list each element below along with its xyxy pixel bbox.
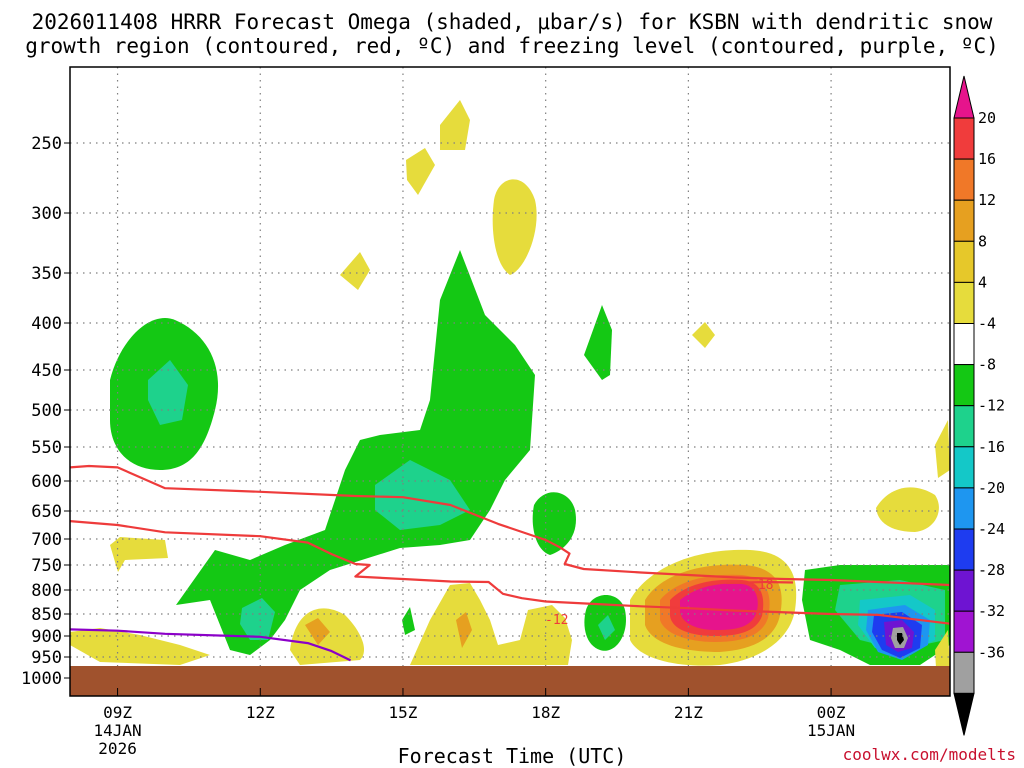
colorbar-bin-4 [953, 281, 975, 324]
colorbar-label-3: 8 [978, 232, 987, 250]
x-tick-label-18Z: 18Z [531, 703, 560, 722]
colorbar-bin-0 [953, 117, 975, 160]
omega-region-pos4-k [876, 487, 939, 532]
colorbar-bin-13 [953, 651, 975, 694]
y-tick-label-550: 550 [31, 438, 62, 458]
y-tick-label-300: 300 [31, 204, 62, 224]
omega-region-pos4-b [406, 148, 435, 195]
colorbar-bin-10 [953, 528, 975, 571]
y-tick-label-1000: 1000 [21, 669, 62, 689]
contour-purple-0-3 [69, 628, 352, 662]
colorbar-label-0: 20 [978, 109, 996, 127]
colorbar-label-7: -12 [978, 397, 1005, 415]
x-tick-label-15Z: 15Z [389, 703, 418, 722]
colorbar-label-11: -28 [978, 561, 1005, 579]
colorbar-label-13: -36 [978, 643, 1005, 661]
x-tick-date-15JAN: 15JAN [807, 721, 855, 740]
omega-region-pos4-h [290, 608, 365, 665]
x-tick-label-00Z: 00Z [817, 703, 846, 722]
omega-region-pos4-i [410, 583, 572, 665]
shaded-omega-field [70, 100, 950, 668]
colorbar-bin-12 [953, 610, 975, 653]
colorbar-label-12: -32 [978, 602, 1005, 620]
colorbar-label-2: 12 [978, 191, 996, 209]
colorbar-bin-9 [953, 487, 975, 530]
y-tick-label-900: 900 [31, 627, 62, 647]
omega-region-neg12-a [148, 360, 188, 425]
y-tick-label-450: 450 [31, 361, 62, 381]
colorbar-bin-1 [953, 158, 975, 201]
chart-title-line-1: 2026011408 HRRR Forecast Omega (shaded, … [31, 10, 993, 34]
contour-label-neg12: -12 [545, 613, 568, 628]
omega-region-pos4-a [440, 100, 470, 150]
omega-region-neg12-d [598, 615, 615, 640]
colorbar-label-10: -24 [978, 520, 1005, 538]
y-tick-label-600: 600 [31, 472, 62, 492]
grid-lines [70, 67, 950, 666]
x-axis-title: Forecast Time (UTC) [397, 744, 627, 768]
omega-region-pos4-m [935, 630, 950, 668]
y-tick-label-800: 800 [31, 581, 62, 601]
y-axis-ticks: 2503003504004505005506006507007508008509… [21, 134, 70, 689]
omega-region-pos8-b [456, 612, 472, 648]
colorbar-bin-11 [953, 569, 975, 612]
contour-red-neg12-0 [69, 464, 951, 587]
contour-red-neg12-1 [69, 520, 951, 625]
x-tick-year-2026: 2026 [98, 739, 137, 758]
chart-title-line-2: growth region (contoured, red, ºC) and f… [25, 34, 999, 58]
colorbar-label-8: -16 [978, 438, 1005, 456]
y-tick-label-950: 950 [31, 648, 62, 668]
colorbar-label-1: 16 [978, 150, 996, 168]
plot-frame [69, 66, 951, 697]
colorbar-bin-8 [953, 446, 975, 489]
ground-surface [70, 666, 950, 696]
y-tick-label-750: 750 [31, 556, 62, 576]
colorbar: 20 16 12 8 4 -4 -8 -12 -16 -20 -24 -28 -32 -36 [953, 75, 1005, 736]
omega-region-pos4-c [492, 179, 537, 275]
omega-region-neg8-d [584, 305, 612, 380]
x-tick-label-21Z: 21Z [674, 703, 703, 722]
y-tick-label-500: 500 [31, 401, 62, 421]
y-tick-label-700: 700 [31, 530, 62, 550]
omega-region-pos4-f [110, 537, 168, 572]
colorbar-bottom-extend [953, 692, 975, 736]
contour-lines [69, 464, 951, 662]
omega-region-pos4-l [935, 420, 950, 478]
x-tick-label-12Z: 12Z [246, 703, 275, 722]
y-tick-label-650: 650 [31, 502, 62, 522]
omega-region-neg12-c [240, 598, 275, 640]
colorbar-bin-2 [953, 199, 975, 242]
colorbar-label-6: -8 [978, 356, 996, 374]
colorbar-label-4: 4 [978, 273, 987, 291]
colorbar-label-9: -20 [978, 479, 1005, 497]
colorbar-label-5: -4 [978, 315, 996, 333]
credit-link[interactable]: coolwx.com/modelts [842, 745, 1016, 764]
contour-red-neg18-2 [726, 580, 794, 585]
omega-region-neg8-b [176, 250, 535, 655]
colorbar-bin-6 [953, 364, 975, 407]
colorbar-bin-5 [953, 323, 975, 366]
omega-region-pos4-e [692, 322, 715, 348]
y-tick-label-850: 850 [31, 605, 62, 625]
omega-region-pos4-g [70, 628, 210, 665]
y-tick-label-400: 400 [31, 314, 62, 334]
colorbar-top-extend [953, 75, 975, 119]
omega-region-pos20 [680, 583, 758, 630]
x-tick-date-14JAN: 14JAN [93, 721, 141, 740]
colorbar-bin-3 [953, 240, 975, 283]
y-tick-label-350: 350 [31, 264, 62, 284]
omega-region-pos4-d [340, 252, 370, 290]
contour-label-neg18: -18 [750, 578, 773, 593]
y-tick-label-250: 250 [31, 134, 62, 154]
x-tick-label-09Z: 09Z [103, 703, 132, 722]
omega-region-neg8-f [402, 607, 415, 635]
colorbar-bin-7 [953, 405, 975, 448]
omega-region-pos8-a [305, 618, 330, 645]
omega-region-neg12-b [375, 460, 470, 530]
